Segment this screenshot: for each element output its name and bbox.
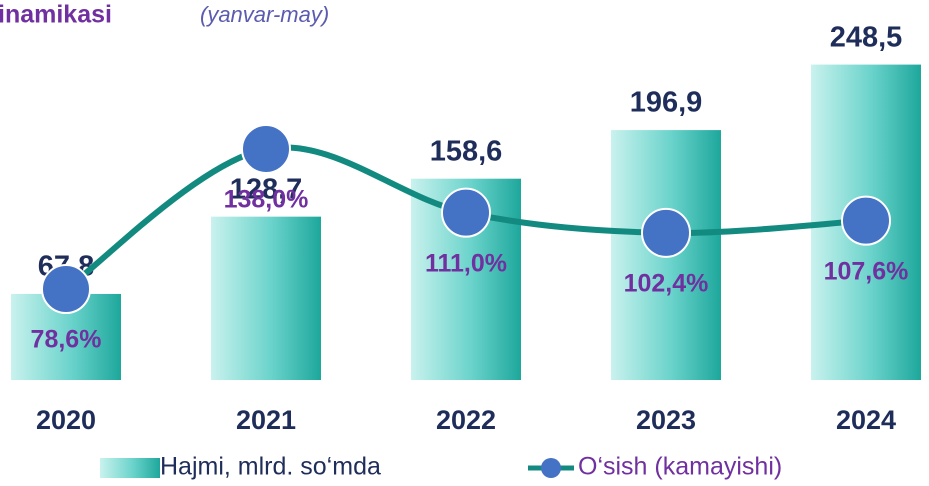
line-marker bbox=[41, 264, 91, 315]
x-tick-label: 2023 bbox=[636, 405, 696, 435]
x-tick-label: 2024 bbox=[836, 405, 896, 435]
legend-swatch bbox=[100, 458, 160, 478]
bar bbox=[211, 216, 321, 380]
chart-subtitle: (yanvar-may) bbox=[200, 2, 329, 27]
line-value-label: 138,0% bbox=[224, 186, 309, 214]
line-value-label: 111,0% bbox=[425, 249, 507, 277]
bar-value-label: 248,5 bbox=[830, 21, 903, 53]
bar-value-label: 158,6 bbox=[430, 135, 503, 167]
x-tick-label: 2020 bbox=[36, 405, 96, 435]
legend-marker bbox=[541, 458, 561, 478]
line-value-label: 78,6% bbox=[31, 326, 102, 354]
line-value-label: 107,6% bbox=[824, 257, 909, 285]
x-tick-label: 2021 bbox=[236, 405, 296, 435]
line-value-label: 102,4% bbox=[624, 270, 709, 298]
line-marker bbox=[641, 207, 691, 258]
line-marker bbox=[241, 124, 291, 174]
legend-label: Hajmi, mlrd. so‘mda bbox=[160, 453, 381, 481]
x-tick-label: 2022 bbox=[436, 405, 496, 435]
bar-value-label: 128,7 bbox=[230, 173, 303, 205]
line-marker bbox=[841, 195, 891, 246]
legend-label: O‘sish (kamayishi) bbox=[578, 453, 782, 481]
bar-value-label: 196,9 bbox=[630, 87, 703, 119]
line-marker bbox=[441, 187, 491, 238]
chart-title: inamikasi bbox=[0, 1, 112, 29]
